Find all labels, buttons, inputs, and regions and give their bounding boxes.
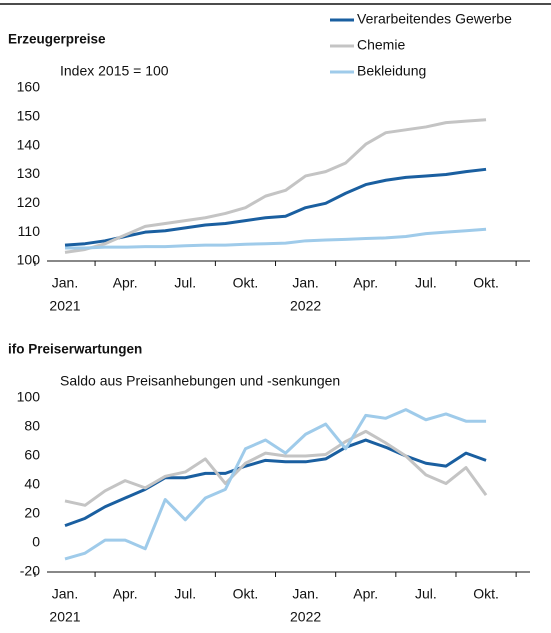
x-tick-label: Okt. [233, 275, 259, 291]
y-tick-label: -20 [20, 563, 40, 579]
chart-subtitle: Index 2015 = 100 [60, 63, 169, 79]
series-line [64, 438, 487, 528]
y-tick-label: 0 [32, 534, 40, 550]
chart-title: Erzeugerpreise [8, 32, 106, 47]
x-tick-label: Okt. [473, 275, 499, 291]
y-tick-label: 100 [17, 252, 41, 268]
x-tick-label: Jan. [52, 275, 78, 291]
y-tick-label: 160 [17, 79, 41, 95]
series-line [65, 227, 487, 250]
y-tick-label: 140 [17, 136, 41, 152]
y-tick-label: 130 [17, 165, 41, 181]
y-tick-label: 20 [24, 505, 40, 521]
x-year-label: 2021 [49, 609, 80, 625]
x-tick-label: Jan. [292, 275, 318, 291]
y-tick-label: 110 [18, 223, 41, 239]
x-tick-label: Jul. [174, 586, 196, 602]
series-line [64, 429, 488, 507]
x-tick-label: Okt. [233, 586, 259, 602]
x-tick-label: Jul. [174, 275, 196, 291]
x-tick-label: Apr. [113, 275, 138, 291]
y-tick-label: 150 [17, 108, 41, 124]
legend-label: Chemie [357, 37, 405, 53]
x-year-label: 2022 [290, 609, 321, 625]
x-tick-label: Apr. [353, 275, 378, 291]
x-tick-label: Apr. [353, 586, 378, 602]
y-tick-label: 120 [17, 194, 41, 210]
y-tick-label: 80 [24, 418, 40, 434]
chart-subtitle: Saldo aus Preisanhebungen und -senkungen [60, 373, 340, 389]
y-tick-label: 60 [24, 447, 40, 463]
x-tick-label: Jan. [292, 586, 318, 602]
x-tick-label: Apr. [113, 586, 138, 602]
x-tick-label: Jul. [415, 586, 437, 602]
x-year-label: 2021 [49, 298, 80, 314]
y-tick-label: 40 [24, 476, 40, 492]
x-tick-label: Jul. [415, 275, 437, 291]
x-tick-label: Okt. [473, 586, 499, 602]
series-line [64, 408, 487, 561]
x-year-label: 2022 [290, 298, 321, 314]
legend-label: Verarbeitendes Gewerbe [357, 11, 512, 27]
x-tick-label: Jan. [52, 586, 78, 602]
series-line [64, 167, 487, 247]
chart-title: ifo Preiserwartungen [8, 342, 142, 357]
legend-label: Bekleidung [357, 63, 426, 79]
y-tick-label: 100 [17, 389, 41, 405]
series-line [64, 118, 487, 254]
